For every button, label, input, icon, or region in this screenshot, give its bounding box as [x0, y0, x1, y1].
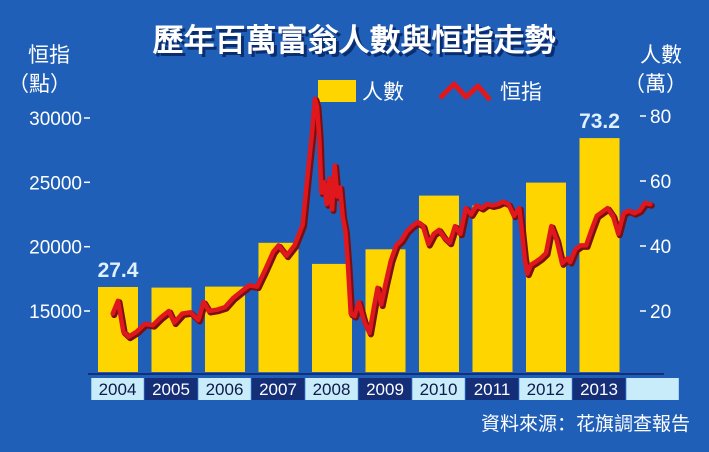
legend-label-line: 恒指	[500, 80, 542, 104]
chart-title: 歷年百萬富翁人數與恒指走勢	[153, 23, 556, 59]
callout-2013: 73.2	[579, 110, 620, 133]
x-tick-label: 2008	[313, 380, 351, 399]
bar-2011	[472, 205, 513, 372]
bar-2013	[579, 138, 620, 372]
x-tick-label: 2009	[366, 380, 404, 399]
x-axis: 2004 2005 2006 2007 2008 2009 2010 2011 2012 2013	[88, 373, 679, 400]
left-tick-label: 25000	[29, 173, 82, 194]
right-axis-label-line2: （萬）	[624, 72, 687, 96]
right-tick-label: 40	[650, 237, 671, 258]
x-axis-band-cell	[465, 378, 519, 400]
x-tick-label: 2004	[99, 380, 137, 399]
bar-2010	[419, 195, 459, 372]
x-axis-band-cell	[358, 378, 412, 400]
source-note: 資料來源：花旗調查報告	[481, 413, 690, 435]
right-axis-label-line1: 人數	[640, 43, 682, 67]
callout-2004: 27.4	[98, 259, 139, 282]
x-tick-label: 2011	[474, 380, 511, 399]
right-tick-label: 60	[650, 172, 671, 193]
x-tick-label: 2007	[259, 380, 297, 399]
x-axis-band-cell	[412, 378, 465, 400]
left-axis-label-line1: 恒指	[28, 43, 70, 67]
legend-swatch-line	[438, 81, 492, 102]
x-tick-label: 2006	[206, 380, 244, 399]
x-axis-band-cell	[144, 378, 198, 400]
legend: 人數 恒指	[318, 80, 542, 104]
x-axis-band-end	[626, 378, 679, 400]
x-tick-label: 2010	[420, 380, 458, 399]
left-tick-label: 30000	[29, 109, 82, 130]
x-axis-band-cell	[572, 378, 626, 400]
chart-title-shadow: 歷年百萬富翁人數與恒指走勢	[156, 26, 559, 62]
right-axis: 20 40 60 80	[640, 107, 671, 323]
left-axis: 15000 20000 25000 30000	[29, 109, 90, 323]
x-axis-band-cell	[305, 378, 358, 400]
bar-2006	[205, 286, 245, 372]
bar-2008	[312, 263, 352, 372]
line-series	[110, 96, 655, 342]
legend-label-bars: 人數	[362, 80, 404, 104]
bar-2007	[258, 242, 299, 373]
x-tick-label: 2013	[580, 380, 618, 399]
legend-swatch-bars	[318, 80, 356, 102]
index-line	[110, 96, 653, 339]
right-tick-label: 80	[650, 107, 671, 128]
bar-2005	[151, 287, 192, 372]
x-axis-band-cell	[251, 378, 305, 400]
value-callouts: 27.4 73.2	[98, 110, 620, 282]
x-tick-label: 2005	[152, 380, 190, 399]
left-tick-label: 20000	[29, 238, 82, 259]
x-axis-band-cell	[198, 378, 251, 400]
left-tick-label: 15000	[29, 302, 82, 323]
x-axis-band-cell	[519, 378, 572, 400]
left-axis-label-line2: （點）	[8, 72, 71, 96]
x-axis-band-cell	[91, 378, 144, 400]
bar-2012	[526, 182, 566, 372]
right-tick-label: 20	[650, 302, 671, 323]
x-tick-label: 2012	[527, 380, 565, 399]
